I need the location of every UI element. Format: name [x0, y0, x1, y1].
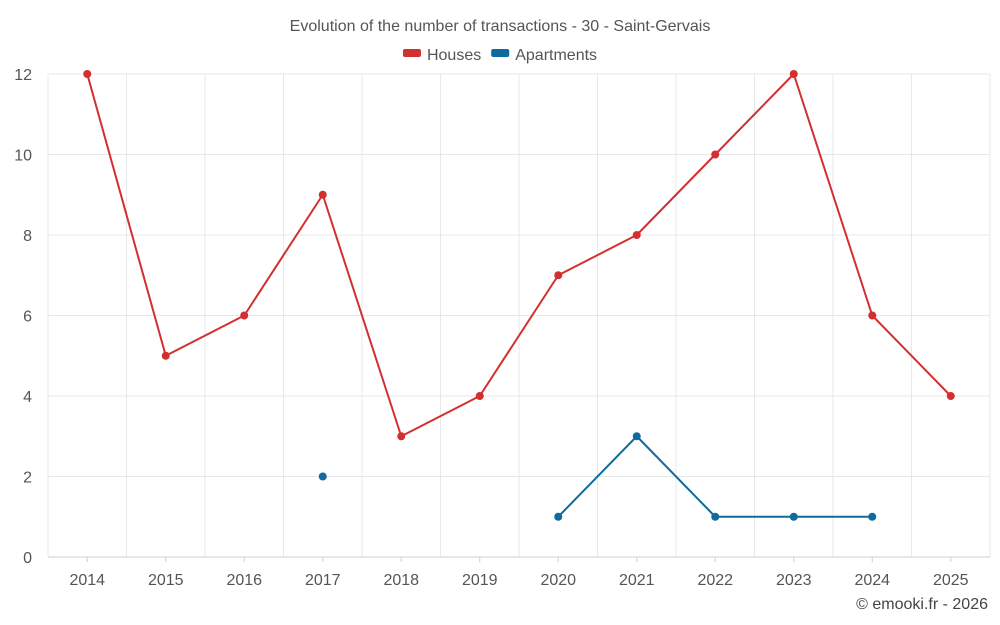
x-tick-label: 2020 — [540, 572, 576, 589]
legend-item-apartments[interactable]: Apartments — [491, 47, 597, 64]
legend-item-houses[interactable]: Houses — [402, 47, 481, 64]
legend-swatch — [402, 49, 421, 57]
series-layer — [83, 70, 955, 521]
data-point-houses[interactable] — [83, 70, 92, 78]
data-point-houses[interactable] — [161, 351, 170, 360]
y-tick-label: 0 — [23, 550, 32, 567]
y-tick-label: 6 — [23, 309, 32, 326]
legend[interactable]: Houses Apartments — [402, 47, 597, 64]
x-tick-label: 2014 — [69, 572, 105, 589]
data-point-houses[interactable] — [632, 231, 641, 239]
data-point-apartments[interactable] — [789, 512, 798, 521]
y-axis-ticks: 0 2 4 6 8 10 12 — [14, 67, 32, 567]
y-tick-label: 12 — [14, 67, 32, 84]
x-tick-label: 2023 — [776, 572, 812, 589]
data-point-houses[interactable] — [868, 311, 877, 320]
x-tick-label: 2021 — [619, 572, 655, 589]
data-point-houses[interactable] — [554, 271, 563, 280]
chart-title: Evolution of the number of transactions … — [290, 18, 711, 35]
legend-swatch — [491, 49, 510, 57]
data-point-houses[interactable] — [475, 392, 484, 400]
data-point-houses[interactable] — [946, 392, 955, 400]
data-point-houses[interactable] — [711, 150, 720, 159]
x-tick-label: 2015 — [148, 572, 184, 589]
data-point-houses[interactable] — [318, 190, 327, 199]
credit-text: © emooki.fr - 2026 — [856, 596, 988, 613]
data-point-apartments[interactable] — [632, 432, 641, 441]
data-point-houses[interactable] — [240, 311, 249, 320]
y-tick-label: 10 — [14, 148, 32, 165]
legend-label: Houses — [427, 47, 481, 64]
data-point-apartments[interactable] — [554, 512, 563, 521]
series-apartments — [318, 432, 877, 521]
x-tick-label: 2019 — [462, 572, 498, 589]
x-tick-label: 2016 — [226, 572, 262, 589]
y-tick-label: 8 — [23, 228, 32, 245]
data-point-apartments[interactable] — [711, 512, 720, 521]
data-point-apartments[interactable] — [868, 512, 877, 521]
legend-label: Apartments — [515, 47, 597, 64]
data-point-houses[interactable] — [789, 70, 798, 78]
x-tick-label: 2024 — [854, 572, 890, 589]
series-houses — [83, 70, 955, 441]
y-tick-label: 2 — [23, 470, 32, 487]
x-tick-label: 2017 — [305, 572, 341, 589]
data-point-apartments[interactable] — [318, 472, 327, 481]
y-tick-label: 4 — [23, 389, 32, 406]
x-tick-label: 2022 — [697, 572, 733, 589]
data-point-houses[interactable] — [397, 432, 406, 441]
series-line-houses — [86, 73, 952, 438]
x-axis-ticks: 2014 2015 2016 2017 2018 2019 2020 2021 2022 2023… — [69, 557, 969, 589]
x-tick-label: 2018 — [383, 572, 419, 589]
x-tick-label: 2025 — [933, 572, 969, 589]
